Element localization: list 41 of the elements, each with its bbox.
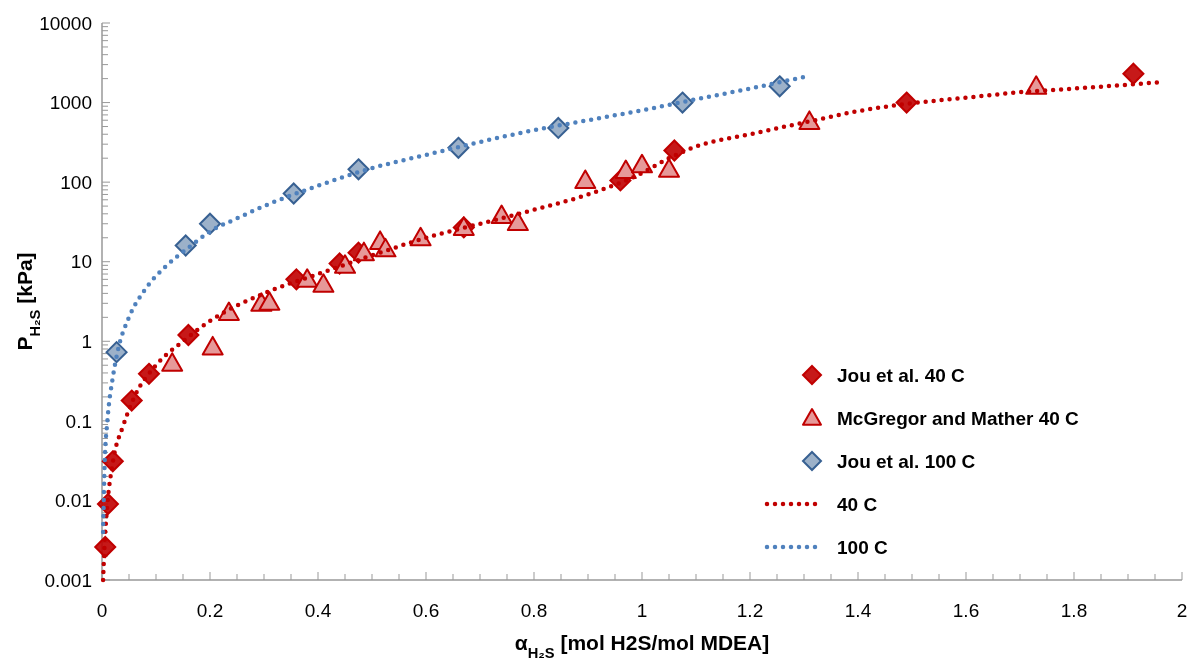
point <box>201 335 224 356</box>
point <box>94 535 117 558</box>
legend-label: Jou et al. 40 C <box>837 364 966 386</box>
point <box>574 169 597 189</box>
x-tick-label: 0.4 <box>304 600 332 621</box>
point <box>1122 62 1145 85</box>
point <box>199 212 221 235</box>
x-axis-title: α$_{H₂S}$ [mol H2S/mol MDEA] <box>514 631 770 661</box>
point <box>506 211 529 232</box>
y-tick-label: 0.01 <box>55 490 92 512</box>
x-tick-label: 1.6 <box>952 600 980 621</box>
point <box>312 273 335 293</box>
legend-label: 100 C <box>837 536 888 558</box>
y-tick-label: 0.001 <box>44 569 92 591</box>
x-tick-label: 2 <box>1176 600 1188 621</box>
y-tick-label: 0.1 <box>65 410 92 432</box>
point <box>258 291 281 311</box>
point <box>663 139 686 162</box>
point <box>137 362 160 385</box>
x-tick-label: 0.6 <box>412 600 440 621</box>
line-series <box>100 74 807 535</box>
point <box>120 389 143 412</box>
x-tick-label: 0.8 <box>520 600 548 621</box>
y-tick-label: 10 <box>70 251 92 273</box>
legend-label: McGregor and Mather 40 C <box>837 407 1080 429</box>
point <box>161 352 184 372</box>
x-tick-label: 1.8 <box>1060 600 1088 621</box>
x-tick-label: 1 <box>636 600 648 621</box>
x-tick-label: 0.2 <box>196 600 224 621</box>
x-tick-label: 1.4 <box>844 600 872 621</box>
legend-label: 40 C <box>837 493 878 515</box>
point <box>614 159 637 180</box>
y-tick-label: 10000 <box>39 12 92 34</box>
y-tick-label: 1000 <box>49 92 92 114</box>
y-tick-label: 1 <box>81 330 92 352</box>
x-tick-label: 1.2 <box>736 600 764 621</box>
y-tick-label: 100 <box>60 171 92 193</box>
x-tick-label: 0 <box>96 600 108 621</box>
legend-label: Jou et al. 100 C <box>837 450 976 472</box>
point <box>658 158 680 178</box>
point <box>631 153 653 174</box>
